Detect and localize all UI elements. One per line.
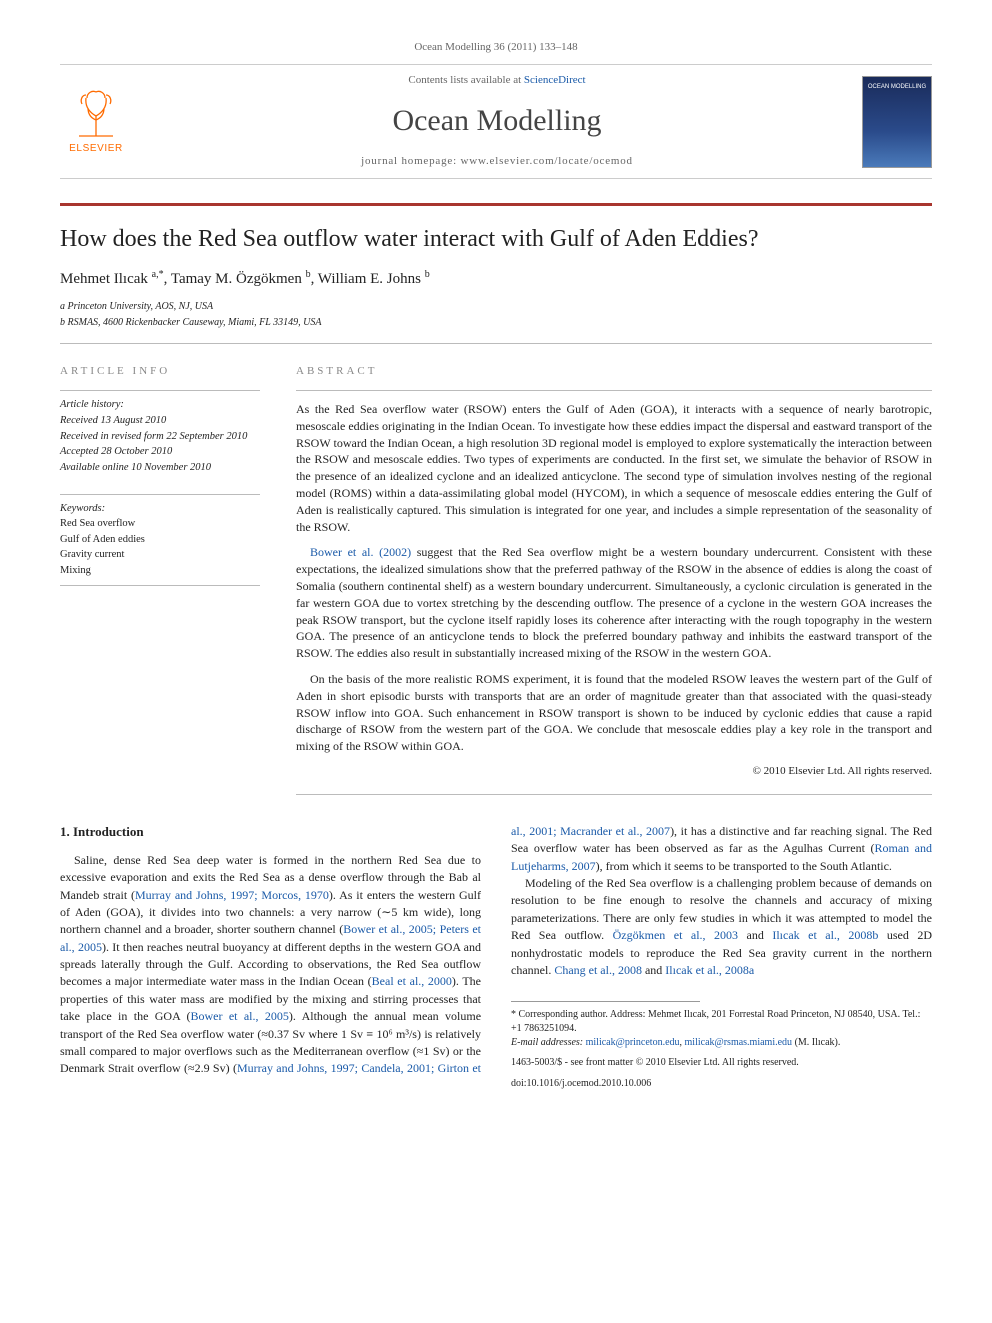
info-grid: ARTICLE INFO Article history: Received 1… — [60, 364, 932, 795]
abstract-head: ABSTRACT — [296, 364, 932, 380]
doi-line: doi:10.1016/j.ocemod.2010.10.006 — [511, 1077, 932, 1092]
accent-rule — [60, 203, 932, 206]
header-center: Contents lists available at ScienceDirec… — [150, 73, 844, 170]
publisher-name: ELSEVIER — [69, 142, 123, 157]
corresponding-author: * Corresponding author. Address: Mehmet … — [511, 1008, 932, 1036]
body-columns: 1. Introduction Saline, dense Red Sea de… — [60, 823, 932, 1092]
light-rule — [60, 343, 932, 344]
t: and — [642, 963, 665, 977]
cite-bower-2002[interactable]: Bower et al. (2002) — [310, 545, 411, 559]
footnote-block: * Corresponding author. Address: Mehmet … — [511, 1008, 932, 1050]
abstract-p2-rest: suggest that the Red Sea overflow might … — [296, 545, 932, 660]
info-head: ARTICLE INFO — [60, 364, 260, 380]
publisher-logo: ELSEVIER — [60, 81, 132, 163]
history-block: Article history: Received 13 August 2010… — [60, 397, 260, 476]
journal-reference: Ocean Modelling 36 (2011) 133–148 — [60, 40, 932, 56]
journal-header: ELSEVIER Contents lists available at Sci… — [60, 64, 932, 179]
cover-label: OCEAN MODELLING — [868, 83, 926, 92]
abstract-p1: As the Red Sea overflow water (RSOW) ent… — [296, 401, 932, 535]
keywords-label: Keywords: — [60, 501, 260, 516]
contents-line: Contents lists available at ScienceDirec… — [150, 73, 844, 89]
cite-chang-2008[interactable]: Chang et al., 2008 — [554, 963, 642, 977]
article-info: ARTICLE INFO Article history: Received 1… — [60, 364, 260, 795]
homepage-url: www.elsevier.com/locate/ocemod — [460, 155, 632, 167]
history-online: Available online 10 November 2010 — [60, 460, 260, 476]
history-revised: Received in revised form 22 September 20… — [60, 429, 260, 445]
article-title: How does the Red Sea outflow water inter… — [60, 224, 932, 254]
email-label: E-mail addresses: — [511, 1037, 586, 1048]
t: ), from which it seems to be transported… — [596, 859, 892, 873]
affiliations: a Princeton University, AOS, NJ, USA b R… — [60, 299, 932, 331]
journal-name: Ocean Modelling — [150, 99, 844, 143]
email-line: E-mail addresses: milicak@princeton.edu,… — [511, 1036, 932, 1050]
email-owner: (M. Ilıcak). — [792, 1037, 840, 1048]
cite-ozgokmen-2003[interactable]: Özgökmen et al., 2003 — [613, 928, 738, 942]
affil-a: a Princeton University, AOS, NJ, USA — [60, 299, 932, 315]
cite-murray-1997[interactable]: Murray and Johns, 1997; Morcos, 1970 — [135, 888, 329, 902]
kw-2: Gulf of Aden eddies — [60, 532, 260, 548]
abstract-bottom-rule — [296, 794, 932, 795]
tree-icon — [69, 86, 123, 140]
abstract-p2: Bower et al. (2002) suggest that the Red… — [296, 544, 932, 662]
t: and — [738, 928, 772, 942]
history-received: Received 13 August 2010 — [60, 413, 260, 429]
sciencedirect-link[interactable]: ScienceDirect — [524, 74, 586, 86]
contents-prefix: Contents lists available at — [408, 74, 523, 86]
homepage-prefix: journal homepage: — [361, 155, 460, 167]
abstract: ABSTRACT As the Red Sea overflow water (… — [296, 364, 932, 795]
intro-p2: Modeling of the Red Sea overflow is a ch… — [511, 875, 932, 979]
journal-cover-thumb: OCEAN MODELLING — [862, 76, 932, 168]
history-accepted: Accepted 28 October 2010 — [60, 444, 260, 460]
email-1[interactable]: milicak@princeton.edu — [586, 1037, 680, 1048]
abstract-p3: On the basis of the more realistic ROMS … — [296, 671, 932, 755]
homepage-line: journal homepage: www.elsevier.com/locat… — [150, 154, 844, 170]
history-label: Article history: — [60, 397, 260, 413]
kw-1: Red Sea overflow — [60, 516, 260, 532]
section-1-heading: 1. Introduction — [60, 823, 481, 842]
kw-3: Gravity current — [60, 547, 260, 563]
affil-b: b RSMAS, 4600 Rickenbacker Causeway, Mia… — [60, 315, 932, 331]
cite-beal-2000[interactable]: Beal et al., 2000 — [372, 974, 452, 988]
footnote-rule — [511, 1001, 700, 1002]
email-2[interactable]: milicak@rsmas.miami.edu — [685, 1037, 793, 1048]
cite-ilicak-2008b[interactable]: Ilıcak et al., 2008b — [772, 928, 878, 942]
copyright: © 2010 Elsevier Ltd. All rights reserved… — [296, 764, 932, 780]
cite-bower-2005b[interactable]: Bower et al., 2005 — [190, 1009, 288, 1023]
cite-ilicak-2008a[interactable]: Ilıcak et al., 2008a — [665, 963, 754, 977]
kw-4: Mixing — [60, 563, 260, 579]
issn-line: 1463-5003/$ - see front matter © 2010 El… — [511, 1056, 932, 1071]
authors: Mehmet Ilıcak a,*, Tamay M. Özgökmen b, … — [60, 268, 932, 291]
keywords-block: Keywords: Red Sea overflow Gulf of Aden … — [60, 501, 260, 579]
